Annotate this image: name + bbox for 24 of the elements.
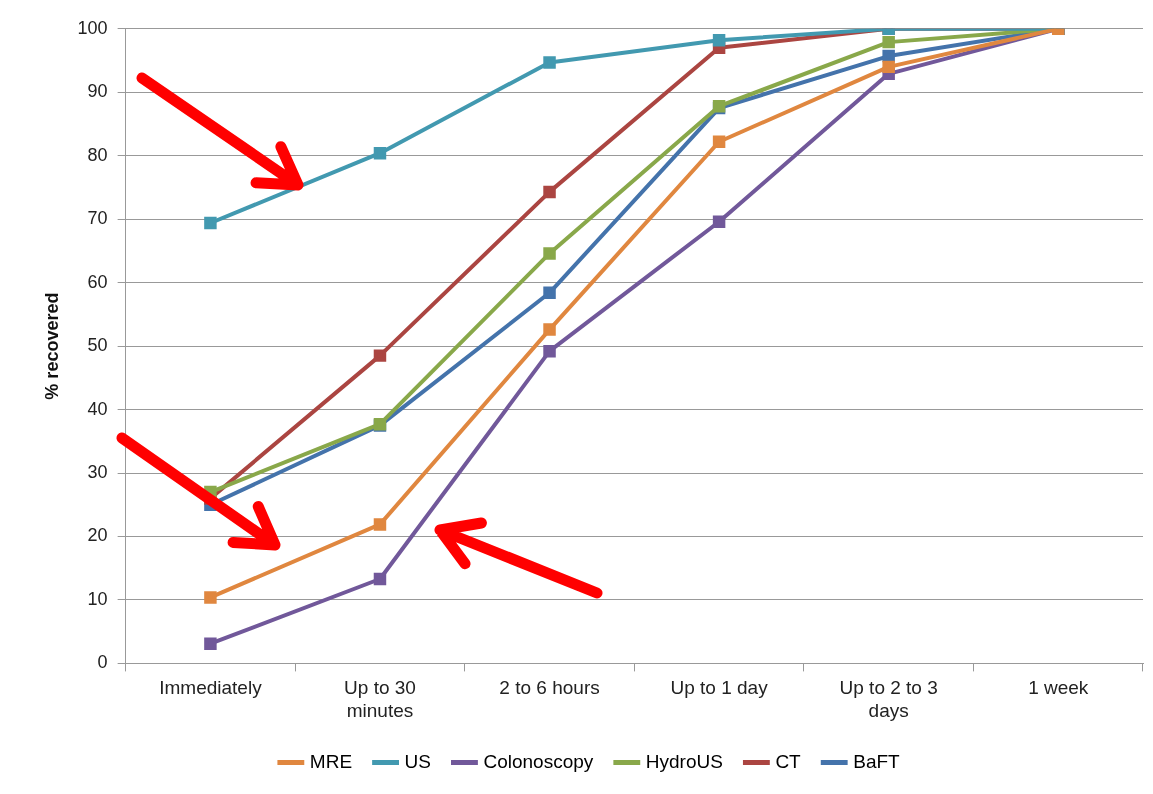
x-tick-label: 1 week (1028, 677, 1089, 699)
x-tick-label: Up to 2 to 3 days (839, 677, 938, 721)
y-tick-label: 0 (97, 652, 108, 673)
legend-label: CT (775, 750, 802, 772)
x-tick-label: Up to 30 minutes (344, 677, 416, 721)
y-tick-label: 100 (77, 17, 108, 38)
legend-label: US (404, 750, 431, 772)
x-tick-label: Up to 1 day (670, 677, 769, 699)
y-tick-label: 70 (87, 208, 108, 229)
x-tick-label: 2 to 6 hours (499, 677, 600, 699)
y-tick-label: 50 (87, 335, 108, 356)
y-tick-label: 30 (87, 461, 108, 482)
legend-label: Colonoscopy (483, 750, 594, 772)
legend-label: BaFT (853, 750, 901, 772)
y-tick-label: 20 (87, 525, 108, 546)
y-tick-label: 80 (87, 144, 108, 165)
y-tick-label: 60 (87, 271, 108, 292)
y-tick-label: 10 (87, 588, 108, 609)
y-tick-label: 90 (87, 81, 108, 102)
y-tick-label: 40 (87, 398, 108, 419)
x-tick-label: Immediately (159, 677, 263, 699)
y-axis-title: % recovered (41, 292, 62, 400)
legend-label: MRE (309, 750, 353, 772)
legend-label: HydroUS (645, 750, 723, 772)
